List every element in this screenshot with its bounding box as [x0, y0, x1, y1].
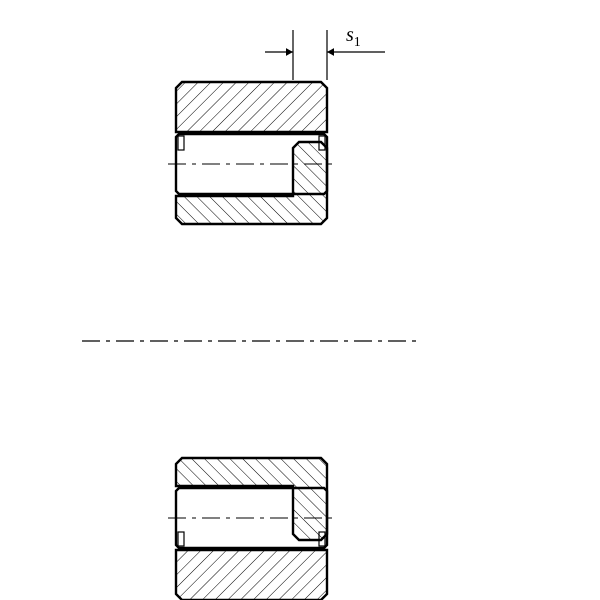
- dimension-label-text: s: [346, 24, 354, 46]
- outer-ring-bottom: [176, 550, 327, 600]
- retainer-tab: [178, 532, 184, 546]
- dim-arrow-left: [286, 48, 293, 56]
- retainer-tab: [178, 136, 184, 150]
- dim-arrow-right: [327, 48, 334, 56]
- dimension-label-subscript: 1: [354, 35, 361, 50]
- outer-ring-top: [176, 82, 327, 132]
- dimension-label-s1: s1: [346, 24, 361, 51]
- bearing-section-diagram: [0, 0, 600, 600]
